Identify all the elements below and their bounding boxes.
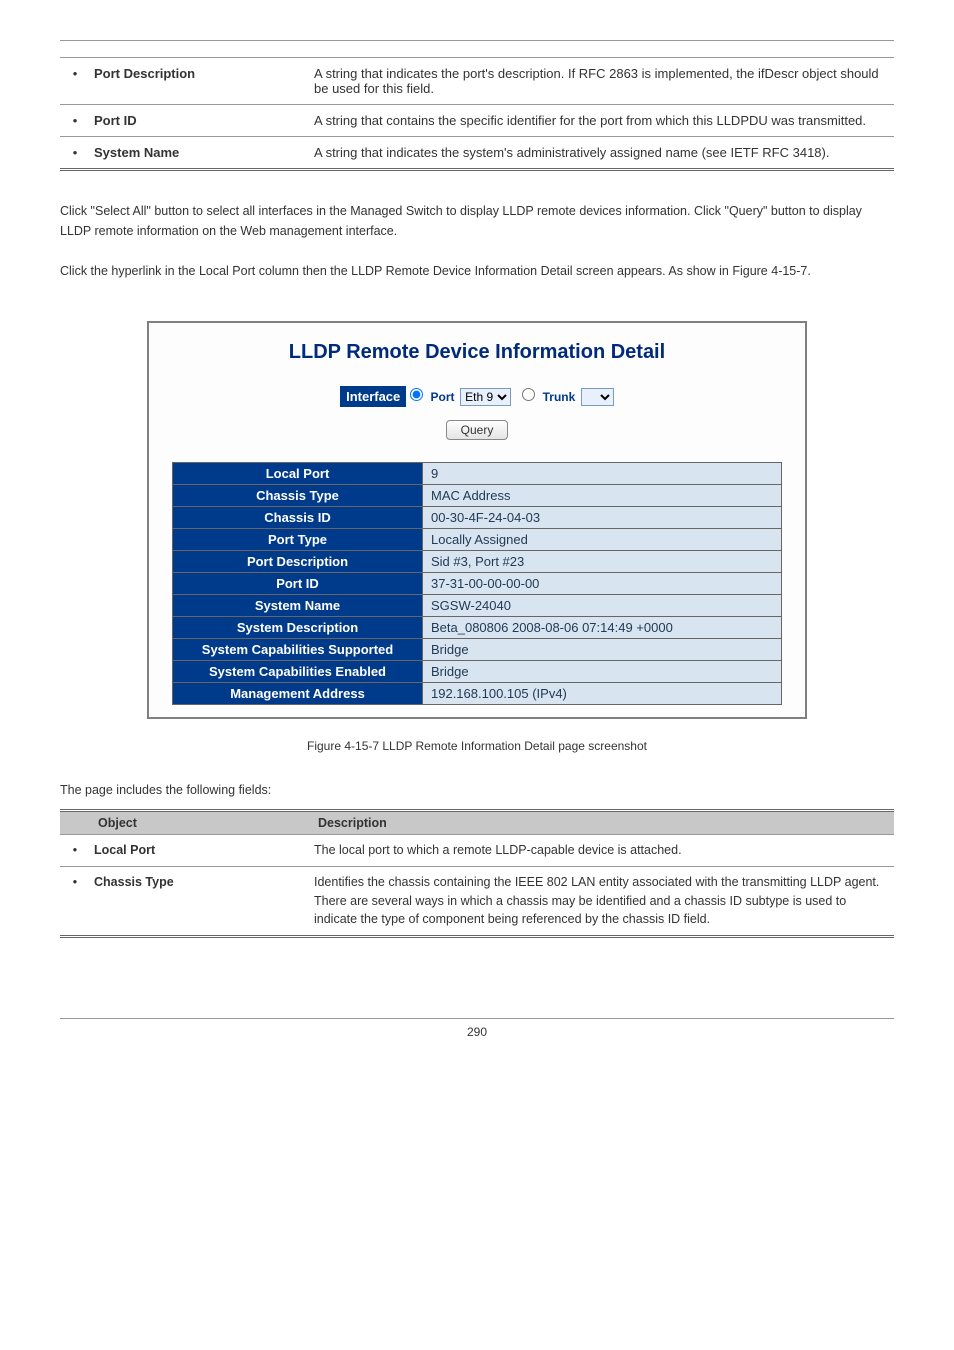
- info-row: System NameSGSW-24040: [173, 595, 782, 617]
- info-value: Bridge: [423, 661, 782, 683]
- interface-label: Interface: [340, 386, 406, 407]
- figure-caption: Figure 4-15-7 LLDP Remote Information De…: [60, 739, 894, 753]
- info-key: Management Address: [173, 683, 423, 705]
- page-includes-text: The page includes the following fields:: [60, 783, 894, 797]
- page-number: 290: [60, 1025, 894, 1039]
- desc-row-text: Identifies the chassis containing the IE…: [310, 866, 894, 936]
- top-param-table: •Port DescriptionA string that indicates…: [60, 40, 894, 171]
- info-value: 9: [423, 463, 782, 485]
- info-row: System DescriptionBeta_080806 2008-08-06…: [173, 617, 782, 639]
- info-row: Port DescriptionSid #3, Port #23: [173, 551, 782, 573]
- top-row-desc: A string that contains the specific iden…: [310, 105, 894, 137]
- col-description: Description: [310, 811, 894, 835]
- info-value: SGSW-24040: [423, 595, 782, 617]
- top-row: •System NameA string that indicates the …: [60, 137, 894, 170]
- info-row: Port ID37-31-00-00-00-00: [173, 573, 782, 595]
- bullet: •: [60, 58, 90, 105]
- info-value: Beta_080806 2008-08-06 07:14:49 +0000: [423, 617, 782, 639]
- trunk-select[interactable]: [581, 388, 614, 406]
- info-key: Port ID: [173, 573, 423, 595]
- info-row: Management Address192.168.100.105 (IPv4): [173, 683, 782, 705]
- desc-row-label: Local Port: [90, 835, 310, 867]
- top-row-desc: A string that indicates the port's descr…: [310, 58, 894, 105]
- trunk-radio-label: Trunk: [543, 390, 576, 404]
- lldp-detail-panel: LLDP Remote Device Information Detail In…: [147, 321, 807, 719]
- port-radio[interactable]: [410, 388, 423, 401]
- info-key: Local Port: [173, 463, 423, 485]
- top-row-label: System Name: [90, 137, 310, 170]
- info-key: System Name: [173, 595, 423, 617]
- info-value: Locally Assigned: [423, 529, 782, 551]
- top-row-desc: A string that indicates the system's adm…: [310, 137, 894, 170]
- info-key: System Capabilities Enabled: [173, 661, 423, 683]
- top-row-label: Port Description: [90, 58, 310, 105]
- bullet: •: [60, 137, 90, 170]
- bullet: •: [60, 835, 90, 867]
- info-row: System Capabilities SupportedBridge: [173, 639, 782, 661]
- intro-paragraph-2: Click the hyperlink in the Local Port co…: [60, 261, 894, 281]
- info-row: Port TypeLocally Assigned: [173, 529, 782, 551]
- info-row: Local Port9: [173, 463, 782, 485]
- info-value: Sid #3, Port #23: [423, 551, 782, 573]
- top-row-desc: [310, 41, 894, 58]
- query-button[interactable]: Query: [446, 420, 509, 440]
- info-value: 37-31-00-00-00-00: [423, 573, 782, 595]
- info-key: Chassis Type: [173, 485, 423, 507]
- top-row: •Port DescriptionA string that indicates…: [60, 58, 894, 105]
- info-row: Chassis ID00-30-4F-24-04-03: [173, 507, 782, 529]
- info-key: System Capabilities Supported: [173, 639, 423, 661]
- info-row: Chassis TypeMAC Address: [173, 485, 782, 507]
- bullet: [60, 41, 90, 58]
- desc-row: •Local PortThe local port to which a rem…: [60, 835, 894, 867]
- info-value: Bridge: [423, 639, 782, 661]
- port-radio-label: Port: [431, 390, 455, 404]
- trunk-radio[interactable]: [522, 388, 535, 401]
- top-row-label: [90, 41, 310, 58]
- info-value: 192.168.100.105 (IPv4): [423, 683, 782, 705]
- panel-title: LLDP Remote Device Information Detail: [159, 341, 795, 364]
- top-row: [60, 41, 894, 58]
- top-row: •Port IDA string that contains the speci…: [60, 105, 894, 137]
- lldp-info-table: Local Port9Chassis TypeMAC AddressChassi…: [172, 462, 782, 705]
- info-key: System Description: [173, 617, 423, 639]
- interface-selector-row: Interface Port Eth 9 Trunk: [159, 388, 795, 406]
- info-key: Port Description: [173, 551, 423, 573]
- footer-rule: [60, 1018, 894, 1019]
- intro-paragraph-1: Click "Select All" button to select all …: [60, 201, 894, 241]
- desc-row: •Chassis TypeIdentifies the chassis cont…: [60, 866, 894, 936]
- bullet: •: [60, 866, 90, 936]
- info-row: System Capabilities EnabledBridge: [173, 661, 782, 683]
- port-select[interactable]: Eth 9: [460, 388, 511, 406]
- desc-row-label: Chassis Type: [90, 866, 310, 936]
- top-row-label: Port ID: [90, 105, 310, 137]
- field-desc-table: Object Description •Local PortThe local …: [60, 809, 894, 938]
- desc-row-text: The local port to which a remote LLDP-ca…: [310, 835, 894, 867]
- col-object: Object: [90, 811, 310, 835]
- info-value: 00-30-4F-24-04-03: [423, 507, 782, 529]
- info-key: Port Type: [173, 529, 423, 551]
- bullet: •: [60, 105, 90, 137]
- info-value: MAC Address: [423, 485, 782, 507]
- info-key: Chassis ID: [173, 507, 423, 529]
